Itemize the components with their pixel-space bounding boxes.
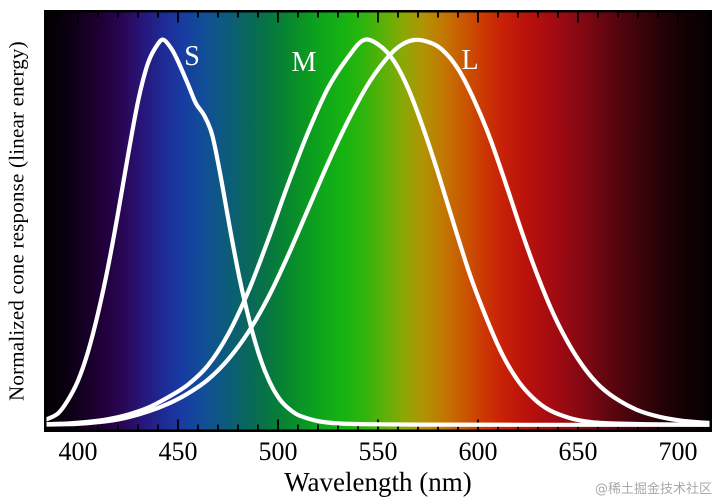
x-tick-label: 550	[358, 437, 398, 466]
x-tick-label: 450	[158, 437, 198, 466]
x-tick-label: 700	[658, 437, 698, 466]
watermark: @稀土掘金技术社区	[594, 482, 712, 497]
x-tick-label: 650	[558, 437, 598, 466]
x-tick-label: 500	[258, 437, 298, 466]
curve-L	[44, 37, 712, 427]
plot-frame	[44, 10, 712, 432]
spectrum-background	[44, 10, 712, 432]
y-axis-label: Normalized cone response (linear energy)	[4, 41, 29, 401]
curve-S	[44, 37, 712, 427]
curve-M	[44, 37, 712, 427]
curve-label-S: S	[184, 41, 200, 72]
x-tick-label: 600	[458, 437, 498, 466]
x-tick-label: 400	[58, 437, 98, 466]
x-tick-labels: 400 450 500 550 600 650 700	[0, 437, 720, 469]
axis-ticks	[57, 12, 699, 430]
curve-label-M: M	[292, 47, 317, 78]
curve-label-L: L	[461, 45, 478, 76]
x-axis-label: Wavelength (nm)	[284, 467, 472, 497]
